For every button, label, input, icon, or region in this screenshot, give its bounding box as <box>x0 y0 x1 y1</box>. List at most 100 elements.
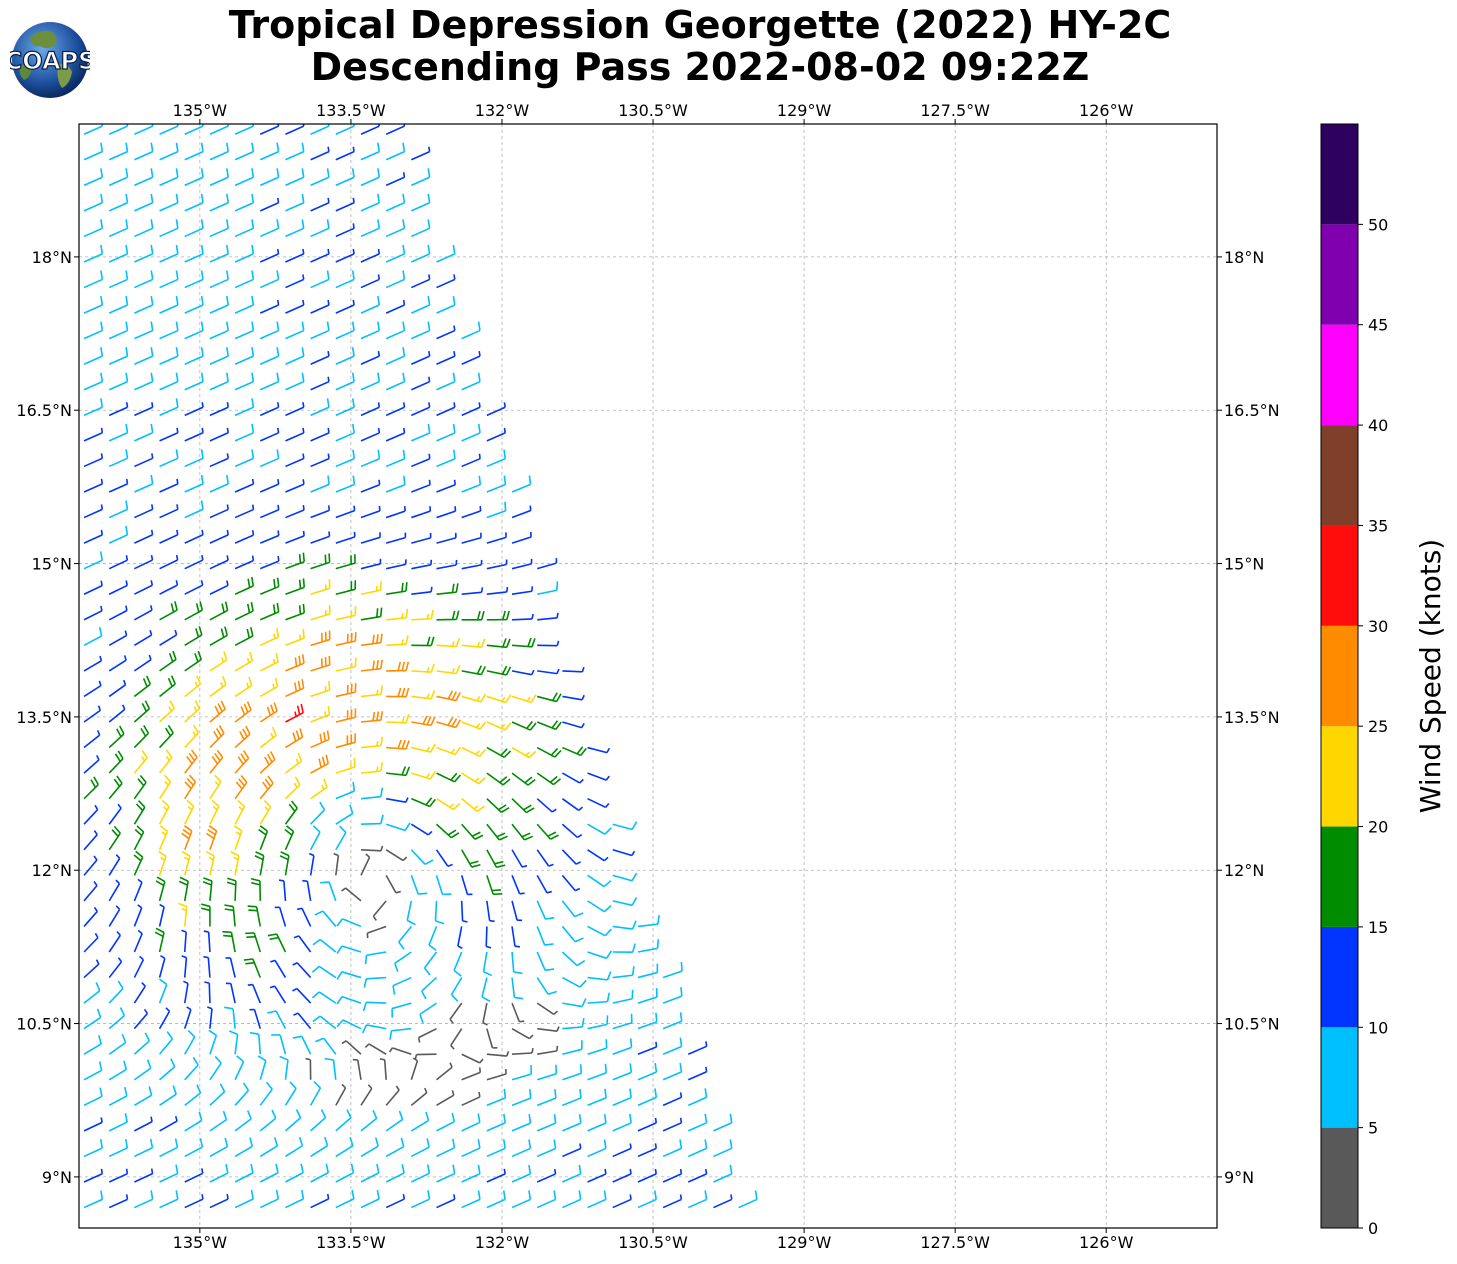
wind-barb <box>259 530 280 544</box>
wind-barb <box>360 1109 378 1132</box>
map-frame <box>78 123 1218 1229</box>
wind-barb <box>537 668 560 675</box>
wind-barb <box>159 427 179 442</box>
lon-label-bottom: 127.5°W <box>920 1233 990 1252</box>
wind-barb <box>184 749 198 774</box>
wind-barb <box>234 244 255 263</box>
wind-barb <box>335 475 356 493</box>
wind-barb <box>461 1190 481 1209</box>
wind-barb <box>83 321 104 340</box>
wind-barb <box>209 270 229 289</box>
wind-barb <box>587 772 610 781</box>
wind-barb <box>159 1138 179 1158</box>
wind-barb <box>360 295 381 314</box>
wind-barb <box>133 904 143 927</box>
wind-barb <box>159 554 179 570</box>
wind-barb <box>178 902 188 927</box>
wind-barb <box>335 606 357 621</box>
wind-barb <box>436 325 456 340</box>
wind-barb <box>159 650 177 672</box>
wind-barb <box>251 877 262 901</box>
wind-barb <box>259 627 280 647</box>
wind-barb <box>108 219 129 238</box>
lon-label-top: 129°W <box>777 101 832 120</box>
wind-barb <box>335 248 355 263</box>
wind-barb <box>259 602 280 621</box>
wind-barb <box>411 609 434 621</box>
colorbar-tick-label: 35 <box>1368 516 1388 535</box>
wind-barb <box>310 427 330 442</box>
wind-barb <box>184 700 201 723</box>
wind-barb <box>512 613 534 621</box>
wind-barb <box>134 423 154 442</box>
wind-barb <box>320 881 337 902</box>
wind-barb <box>360 581 382 596</box>
wind-barb <box>158 799 170 825</box>
wind-barb <box>360 711 384 723</box>
wind-barb <box>184 1138 204 1158</box>
wind-barb <box>259 1137 279 1158</box>
wind-barb <box>83 219 104 238</box>
wind-barb <box>203 930 211 953</box>
wind-barb <box>461 532 482 544</box>
wind-barb <box>83 1061 103 1081</box>
wind-barb <box>461 1113 481 1132</box>
wind-barb <box>234 1189 254 1209</box>
wind-barb <box>184 474 204 493</box>
wind-barb <box>511 505 532 519</box>
wind-barb <box>234 725 251 749</box>
wind-barb <box>158 749 173 774</box>
colorbar-frame <box>1320 123 1359 1229</box>
wind-barb <box>234 1137 254 1158</box>
wind-barb <box>134 529 154 544</box>
wind-barb <box>536 874 553 894</box>
wind-barb <box>134 1138 154 1158</box>
wind-barb <box>360 449 381 468</box>
wind-barb <box>209 347 229 365</box>
wind-barb <box>184 1029 196 1055</box>
wind-barb <box>285 703 304 723</box>
wind-barb <box>184 529 204 544</box>
wind-barb <box>449 1002 463 1024</box>
wind-barb <box>310 754 330 774</box>
wind-barb <box>562 694 585 701</box>
wind-barb <box>285 347 305 365</box>
wind-barb <box>310 778 328 800</box>
wind-barb <box>637 1063 658 1081</box>
wind-barb <box>713 1194 733 1209</box>
wind-barb <box>336 918 362 928</box>
wind-barb <box>335 1189 355 1209</box>
wind-barb <box>335 449 356 468</box>
wind-barb <box>335 804 354 825</box>
wind-barb <box>511 926 521 948</box>
wind-barb <box>234 372 255 391</box>
wind-barb <box>209 725 225 749</box>
wind-barb <box>234 270 255 289</box>
wind-barb <box>360 1137 379 1158</box>
wind-barb <box>411 402 431 417</box>
wind-barb <box>411 168 431 187</box>
wind-barb <box>511 798 535 814</box>
wind-barb <box>134 580 154 595</box>
wind-barb <box>411 351 431 365</box>
wind-barb <box>159 675 176 698</box>
wind-barb <box>133 749 148 774</box>
wind-barb <box>83 295 104 314</box>
lon-label-top: 126°W <box>1079 101 1134 120</box>
wind-barb <box>411 274 431 289</box>
wind-barb <box>184 142 204 161</box>
wind-barb <box>436 583 459 596</box>
wind-barb <box>385 559 407 570</box>
wind-barb <box>209 774 222 800</box>
wind-barb <box>184 555 204 570</box>
wind-barb <box>411 1190 431 1209</box>
wind-barb <box>436 402 456 417</box>
wind-barb <box>108 321 129 340</box>
wind-barb <box>184 1056 199 1081</box>
wind-barb <box>184 1194 204 1209</box>
wind-barb <box>414 1053 437 1060</box>
wind-barb <box>385 475 406 493</box>
lon-labels-top: 135°W 133.5°W 132°W 130.5°W 129°W 127.5°W 126°… <box>173 101 1134 120</box>
wind-barb <box>279 1055 289 1080</box>
wind-barb <box>450 977 463 1002</box>
